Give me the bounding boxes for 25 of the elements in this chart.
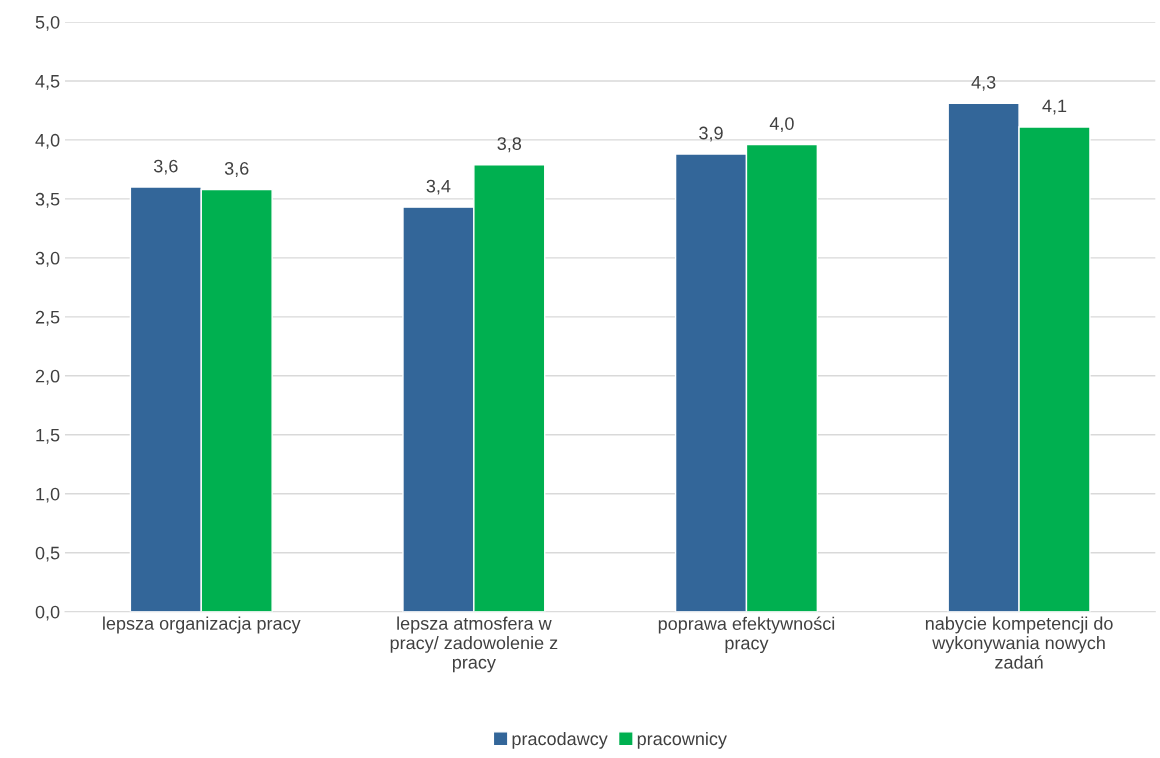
y-tick-label: 0,0 (35, 605, 60, 621)
y-tick-label: 1,0 (36, 487, 60, 503)
x-tick-label: poprawa efektywności pracy (658, 616, 835, 654)
y-tick-label: 1,5 (36, 428, 60, 444)
y-tick-label: 3,5 (35, 192, 60, 208)
y-tick-label: 0,5 (35, 546, 60, 562)
y-tick-label: 5,0 (35, 15, 60, 31)
data-label: 3,6 (153, 159, 178, 175)
x-tick-label: nabycie kompetencji do wykonywania nowych zadań (925, 616, 1113, 669)
data-label: 3,9 (699, 126, 723, 142)
y-tick-label: 2,0 (35, 369, 60, 385)
data-label: 4,3 (971, 75, 996, 91)
x-tick-label: lepsza atmosfera w pracy/ zadowolenie z pracy (390, 616, 558, 673)
x-tick-label: lepsza organizacja pracy (103, 616, 301, 634)
data-label: 3,4 (426, 179, 451, 195)
y-tick-label: 4,5 (35, 75, 60, 90)
legend-label: pracodawcy (512, 731, 608, 749)
data-label: 4,1 (1042, 99, 1067, 115)
y-tick-label: 2,5 (35, 310, 60, 326)
y-tick-label: 4,0 (35, 133, 60, 149)
data-label: 4,0 (769, 117, 794, 133)
data-label: 3,6 (224, 162, 249, 177)
data-label: 3,8 (497, 137, 522, 153)
legend-label: pracownicy (637, 731, 727, 749)
y-tick-label: 3,0 (35, 251, 60, 267)
